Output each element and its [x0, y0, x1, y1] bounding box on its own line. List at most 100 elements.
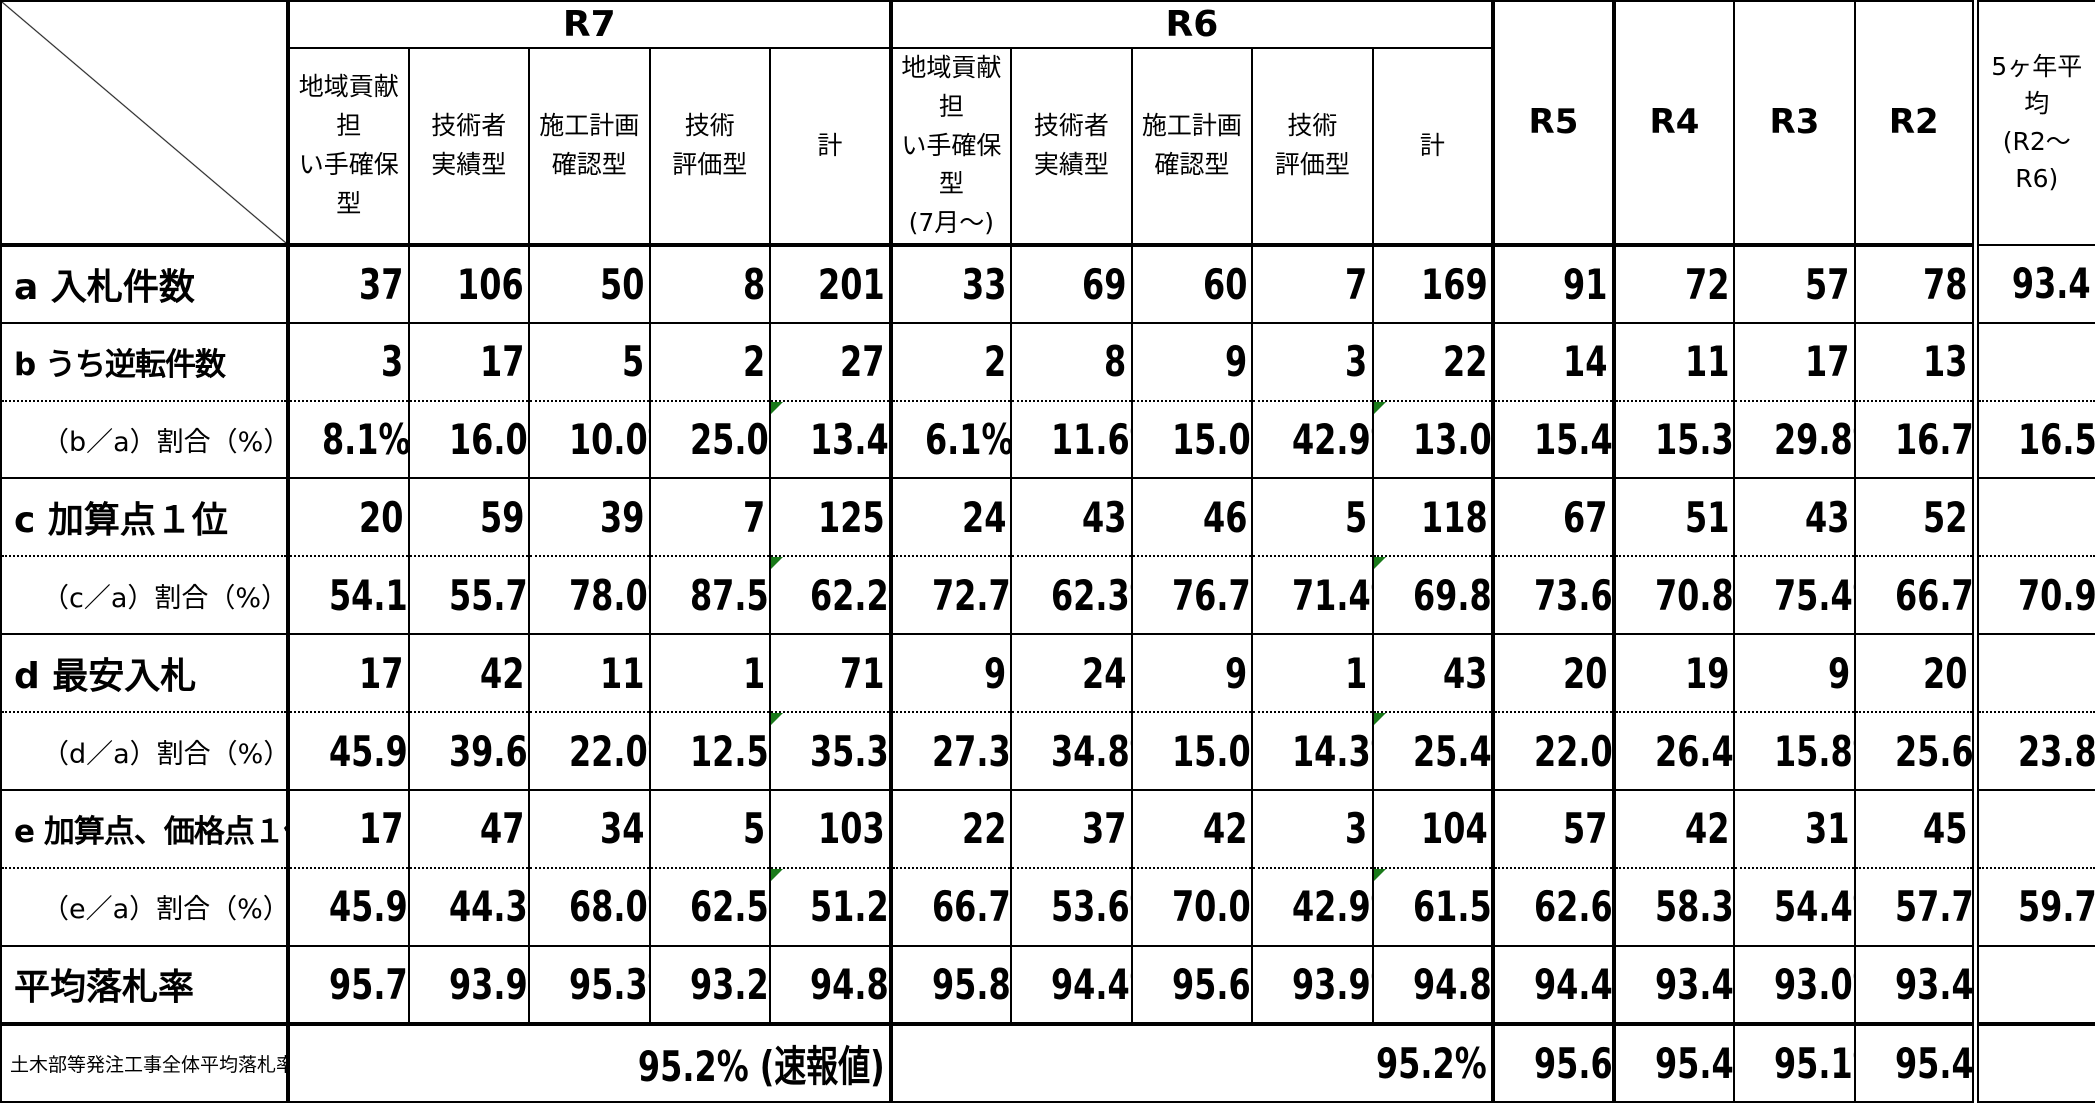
cell-text: 22 — [1442, 337, 1488, 387]
table-row: （e／a）割合（%） 45.9% 44.3% 68.0% 62.5% 51.2% 66.7%… — [0, 866, 2095, 947]
cell: 53.6% — [1010, 866, 1133, 947]
cell-text: 15.0% — [1171, 726, 1251, 776]
cell-text: 13 — [1923, 337, 1968, 387]
cell-text: 66.7% — [1894, 570, 1974, 620]
cell: 3 — [286, 321, 410, 402]
column-header-text: 技術者 実績型 — [1033, 111, 1109, 179]
cell: 8.1% — [286, 399, 410, 480]
cell-text: 26.4% — [1654, 726, 1734, 776]
cell: 61.5% — [1371, 866, 1495, 947]
cell: 5 — [648, 788, 772, 869]
cell-text: 11 — [1684, 337, 1730, 387]
cell: 9 — [1130, 321, 1254, 402]
cell: 7 — [648, 477, 772, 558]
cell: 16.7% — [1853, 399, 1977, 480]
cell-text: 78 — [1923, 259, 1968, 309]
cell: 93.9% — [1251, 944, 1374, 1025]
cell-text: 22.0% — [1534, 726, 1613, 776]
cell: 69 — [1010, 243, 1133, 324]
column-header: 計 — [1371, 47, 1495, 247]
cell: 15.4% — [1491, 399, 1615, 480]
cell-text: 55.7% — [448, 570, 528, 620]
row-label-text: c 加算点１位 — [14, 500, 228, 542]
cell-text: 39 — [600, 492, 645, 542]
cell-text: 95.6% — [1534, 1038, 1613, 1088]
cell-text: 16.7% — [1894, 414, 1974, 464]
cell: 9 — [1130, 633, 1254, 714]
cell: 13.4% — [769, 399, 892, 480]
cell: 25.4% — [1371, 711, 1495, 791]
cell: 39.6% — [407, 711, 531, 791]
cell-text: 17 — [479, 337, 525, 387]
cell-text: 14.3% — [1292, 726, 1371, 776]
column-header: R4 — [1611, 0, 1736, 247]
cell-text: 42 — [1202, 804, 1248, 854]
cell: 52 — [1853, 477, 1977, 558]
cell: 87.5% — [648, 555, 772, 636]
column-header: 地域貢献担 い手確保型 (7月～) — [888, 47, 1013, 247]
cell-text: 93.0% — [1774, 959, 1853, 1009]
cell-text: 11.6% — [1051, 414, 1130, 464]
cell: 69.8% — [1371, 555, 1495, 636]
cell: 95.6% — [1491, 1021, 1615, 1103]
column-header: 技術 評価型 — [1251, 47, 1374, 247]
cell-text: 8 — [1104, 337, 1127, 387]
cell: 95.7% — [286, 944, 410, 1025]
cell-text: 42.9% — [1292, 882, 1371, 932]
cell-text: 59 — [479, 492, 525, 542]
cell-text: 8 — [742, 259, 766, 309]
cell: 76.7% — [1130, 555, 1254, 636]
cell: 2 — [888, 321, 1013, 402]
cell: 24 — [888, 477, 1013, 558]
header-row hdr2: 地域貢献担 い手確保型 技術者 実績型 施工計画 確認型 技術 評価型計地域貢献担 い… — [1, 47, 2095, 247]
cell-text: 42 — [479, 648, 525, 698]
cell-text: 61.5% — [1412, 882, 1492, 932]
row-label-text: 土木部等発注工事全体平均落札率 — [10, 1053, 288, 1076]
column-header: R3 — [1733, 0, 1856, 247]
cell: 93.4 — [1971, 243, 2095, 324]
cell-text: 87.5% — [689, 570, 769, 620]
row-label-text: 平均落札率 — [14, 967, 195, 1009]
cell: 55.7% — [407, 555, 531, 636]
cell-text: 20 — [1563, 648, 1608, 698]
cell: 27.3% — [888, 711, 1013, 791]
cell: 94.4% — [1491, 944, 1615, 1025]
cell: 14 — [1491, 321, 1615, 402]
cell-text: 104 — [1420, 804, 1488, 854]
cell-text: 37 — [359, 259, 404, 309]
cell-text: 10.0% — [569, 414, 648, 464]
cell-text: 5 — [1345, 492, 1368, 542]
cell — [1971, 944, 2095, 1025]
cell: 22 — [888, 788, 1013, 869]
cell-text: 13.0% — [1412, 414, 1492, 464]
cell-text: 2 — [983, 337, 1007, 387]
cell: 1 — [1251, 633, 1374, 714]
cell-text: 23.8% — [2017, 726, 2095, 776]
table-row: e 加算点、価格点１位 17 47 34 5 103 22 37 42 3 104 57 42 31 45 — [0, 788, 2095, 869]
column-header-text: 施工計画 確認型 — [539, 111, 640, 179]
cell: 103 — [769, 788, 892, 869]
row-label-text: e 加算点、価格点１位 — [14, 814, 288, 851]
cell-text: 7 — [742, 492, 766, 542]
cell-text: 52 — [1923, 492, 1968, 542]
cell: 59.7% — [1971, 866, 2095, 947]
column-header: 施工計画 確認型 — [528, 47, 651, 247]
cell: 9 — [1733, 633, 1856, 714]
column-header: 施工計画 確認型 — [1130, 47, 1254, 247]
cell: 91 — [1491, 243, 1615, 324]
cell: 118 — [1371, 477, 1495, 558]
cell: 9 — [888, 633, 1013, 714]
cell-text: 12.5% — [689, 726, 769, 776]
cell: 47 — [407, 788, 531, 869]
cell-text: 27 — [840, 337, 885, 387]
row-label: （c／a）割合（%） — [0, 555, 289, 636]
cell-text: 29.8% — [1774, 414, 1853, 464]
cell-text: 57.7% — [1894, 882, 1974, 932]
cell-text: 68.0% — [569, 882, 648, 932]
cell-text: 76.7% — [1171, 570, 1251, 620]
row-label-text: （d／a）割合（%） — [42, 738, 288, 770]
cell: 169 — [1371, 243, 1495, 324]
cell: 20 — [1853, 633, 1977, 714]
cell: 16.0% — [407, 399, 531, 480]
cell: 45.9% — [286, 866, 410, 947]
